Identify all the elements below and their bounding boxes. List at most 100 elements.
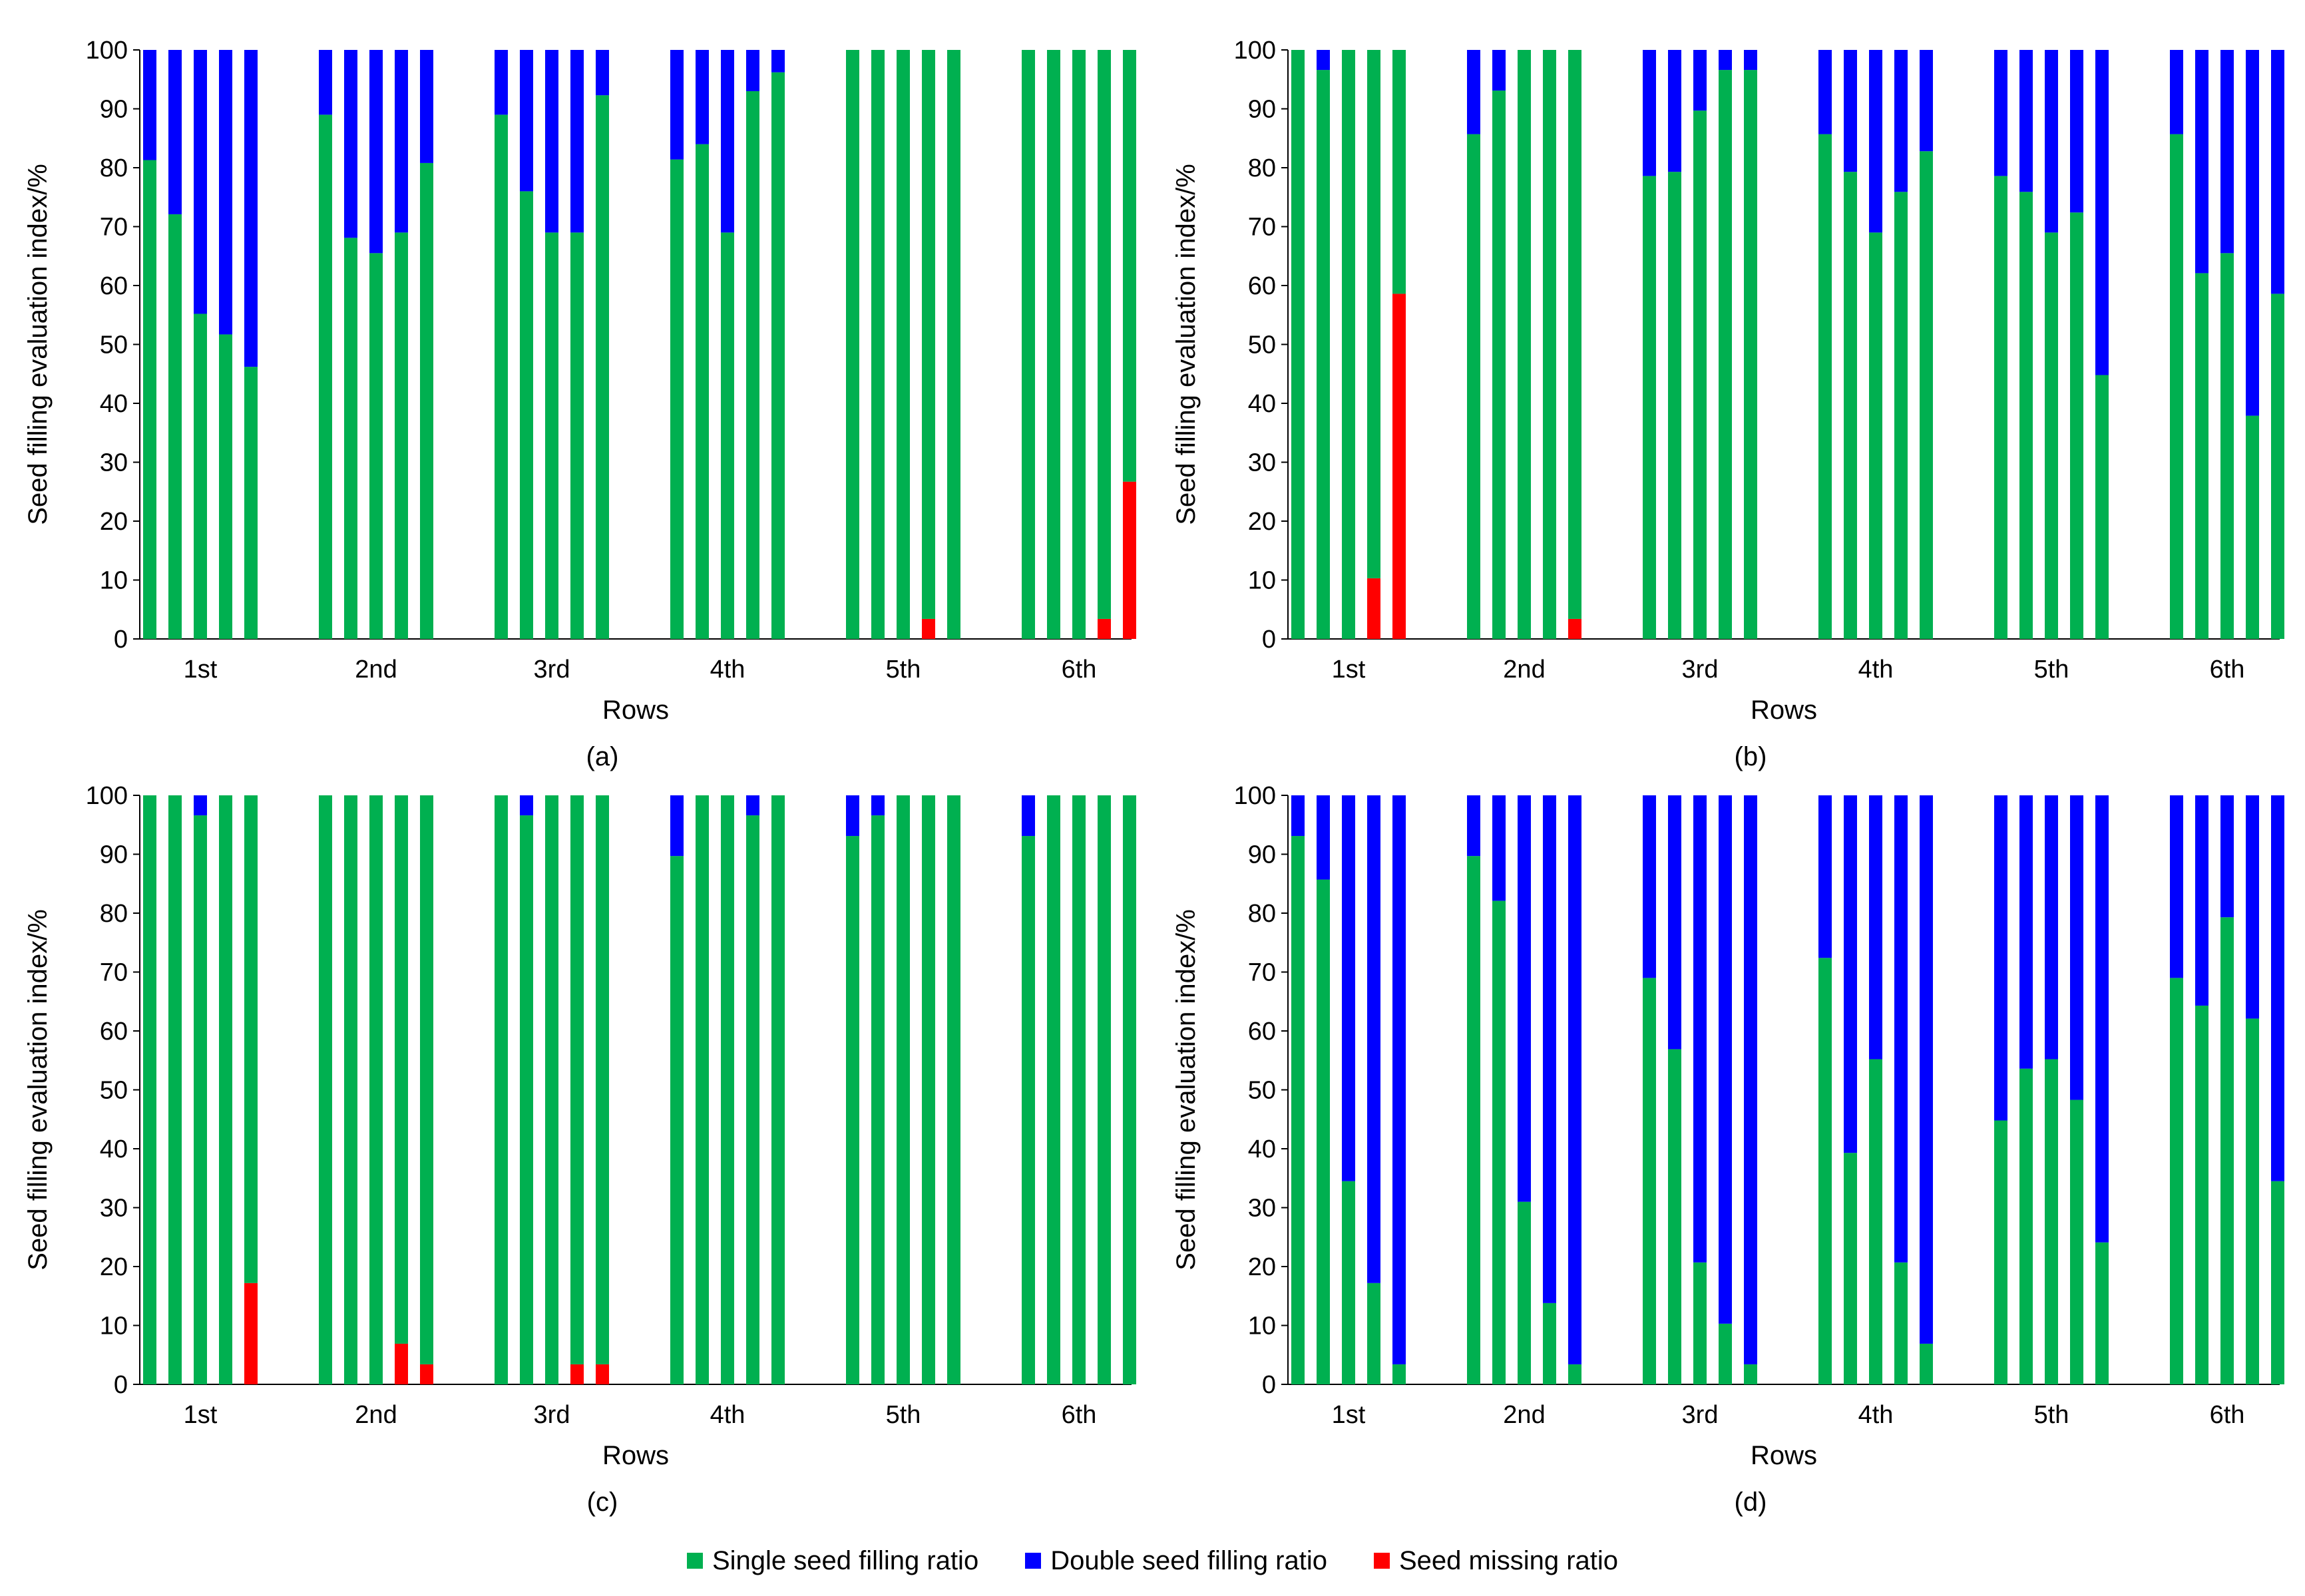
- bar-segment: [1568, 1364, 1581, 1384]
- y-tick-label: 20: [100, 1253, 128, 1281]
- bar-segment: [2170, 978, 2183, 1384]
- x-tick-label: 5th: [2034, 1401, 2069, 1429]
- y-tick-label: 10: [100, 567, 128, 595]
- bar-segment: [1668, 50, 1681, 172]
- bar-segment: [1719, 70, 1732, 640]
- bar-segment: [2246, 415, 2259, 639]
- bar-segment: [1719, 1323, 1732, 1384]
- bar-segment: [420, 795, 433, 1364]
- bar-segment: [1869, 795, 1882, 1060]
- bar-segment: [670, 159, 684, 640]
- bar-segment: [696, 50, 709, 144]
- bar-segment: [194, 795, 207, 816]
- bar-segment: [1668, 795, 1681, 1050]
- bar-segment: [545, 232, 558, 640]
- x-axis-title: Rows: [1751, 696, 1817, 725]
- bar-segment: [1818, 134, 1832, 639]
- bar-segment: [520, 191, 533, 639]
- x-tick-label: 1st: [184, 656, 218, 684]
- bar-segment: [1543, 795, 1556, 1303]
- legend-item-single: Single seed filling ratio: [686, 1546, 978, 1576]
- bar-segment: [2019, 50, 2033, 192]
- bar-segment: [1518, 795, 1531, 1202]
- bar-segment: [1744, 795, 1757, 1364]
- bar-segment: [1098, 618, 1111, 639]
- x-tick-label: 4th: [710, 1401, 745, 1429]
- bar-segment: [143, 50, 156, 160]
- y-tick-label: 50: [1248, 1077, 1276, 1105]
- x-axis-title: Rows: [1751, 1441, 1817, 1470]
- bar-segment: [2095, 375, 2109, 639]
- bar-segment: [369, 253, 383, 639]
- chart-panel-b: 0 10 20 30 40 50 60 70 80 90 100 1st 2nd 3rd 4th 5th 6th…: [1171, 37, 2284, 771]
- bar-segment: [1844, 50, 1857, 172]
- bar-segment: [1047, 50, 1060, 639]
- bar-segment: [670, 856, 684, 1384]
- x-tick-label: 4th: [710, 656, 745, 684]
- bar-segment: [721, 232, 734, 640]
- y-tick-label: 10: [1248, 1312, 1276, 1340]
- y-tick-label: 50: [1248, 331, 1276, 359]
- bar-segment: [596, 95, 609, 639]
- bar-segment: [670, 795, 684, 857]
- bar-segment: [1467, 856, 1480, 1384]
- bar-segment: [1072, 50, 1086, 639]
- bar-segment: [1568, 618, 1581, 639]
- bar-segment: [846, 50, 859, 639]
- bar-segment: [1869, 50, 1882, 233]
- bar-segment: [1920, 151, 1933, 640]
- bar-segment: [846, 836, 859, 1384]
- y-tick-label: 30: [100, 449, 128, 477]
- x-tick-label: 5th: [886, 656, 921, 684]
- x-tick-label: 1st: [1332, 656, 1366, 684]
- bar-segment: [1367, 578, 1380, 639]
- panel-label: (d): [1735, 1488, 1767, 1517]
- y-tick-label: 100: [86, 37, 128, 65]
- bar-segment: [1744, 70, 1757, 640]
- bar-segment: [922, 795, 935, 1384]
- bar-segment: [2246, 50, 2259, 416]
- y-tick-label: 30: [100, 1195, 128, 1223]
- y-tick-label: 20: [1248, 508, 1276, 536]
- bar-segment: [495, 50, 508, 115]
- bar-segment: [570, 795, 584, 1364]
- y-tick-label: 40: [100, 390, 128, 418]
- bar-segment: [1123, 795, 1136, 1384]
- y-tick-label: 100: [86, 782, 128, 810]
- bar-segment: [1467, 795, 1480, 857]
- y-tick-label: 80: [100, 900, 128, 928]
- bar-segment: [1392, 1364, 1406, 1384]
- bar-segment: [1291, 795, 1305, 837]
- bar-segment: [846, 795, 859, 837]
- bar-segment: [1392, 50, 1406, 294]
- bar-segment: [2095, 795, 2109, 1243]
- legend-swatch-double: [1025, 1553, 1042, 1569]
- bar-segment: [1568, 50, 1581, 619]
- bar-segment: [1492, 795, 1506, 901]
- bar-segment: [746, 91, 759, 639]
- bar-segment: [2045, 795, 2058, 1060]
- bar-segment: [1098, 50, 1111, 619]
- bar-segment: [1894, 1262, 1908, 1384]
- y-tick-label: 0: [114, 1371, 128, 1399]
- bar-segment: [2070, 1099, 2083, 1384]
- y-tick-label: 0: [114, 626, 128, 654]
- y-tick-label: 50: [100, 1077, 128, 1105]
- bar-segment: [947, 795, 960, 1384]
- bar-segment: [1291, 836, 1305, 1384]
- bar-segment: [2271, 1181, 2284, 1384]
- bar-segment: [1994, 795, 2007, 1121]
- bar-segment: [922, 50, 935, 619]
- bar-segment: [1543, 1302, 1556, 1384]
- x-tick-label: 3rd: [1682, 1401, 1719, 1429]
- bar-segment: [1342, 795, 1355, 1181]
- bar-segment: [1367, 1283, 1380, 1384]
- bar-segment: [1894, 192, 1908, 639]
- y-tick-label: 40: [100, 1135, 128, 1163]
- x-tick-label: 6th: [2210, 1401, 2245, 1429]
- y-tick-label: 70: [100, 959, 128, 987]
- y-tick-label: 30: [1248, 449, 1276, 477]
- bar-segment: [1920, 1343, 1933, 1384]
- bar-segment: [1894, 50, 1908, 192]
- x-tick-label: 2nd: [1503, 656, 1545, 684]
